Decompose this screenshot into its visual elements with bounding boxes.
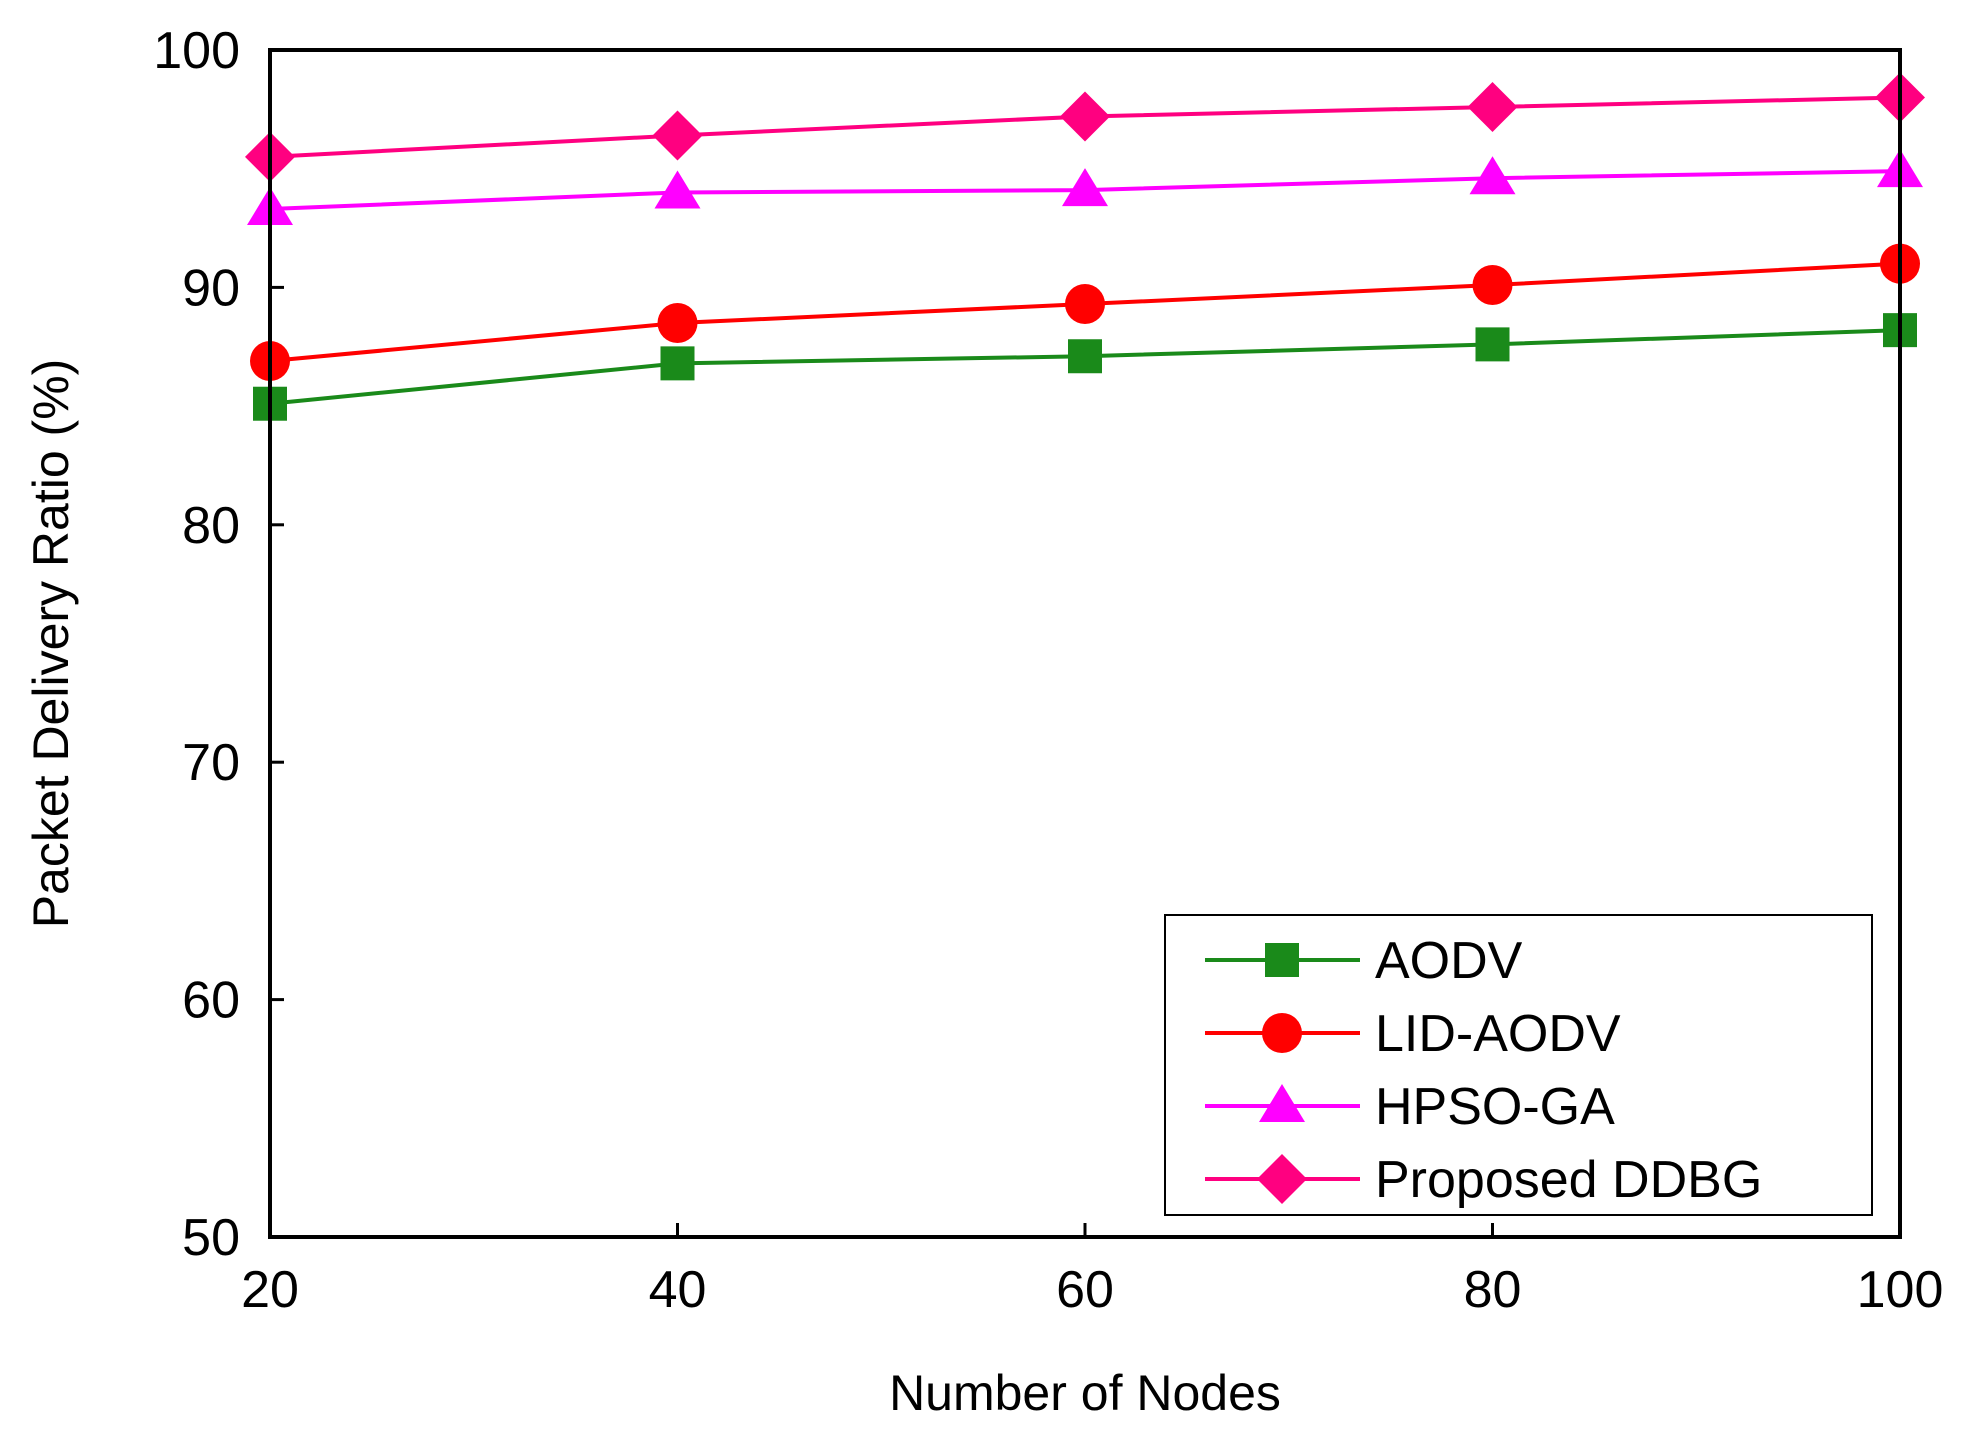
legend-item-aodv: AODV: [1205, 932, 1523, 990]
data-point-proposed-ddbg: [1060, 91, 1110, 142]
data-point-aodv: [660, 346, 695, 381]
series-lid-aodv: [250, 243, 1920, 381]
legend-label-hpso-ga: HPSO-GA: [1375, 1078, 1615, 1136]
y-tick-label: 70: [182, 734, 240, 792]
legend-item-lid-aodv: LID-AODV: [1205, 1005, 1621, 1063]
legend-marker-aodv: [1265, 943, 1299, 977]
series-aodv: [253, 313, 1917, 421]
series-proposed-ddbg: [245, 72, 1925, 182]
legend-marker-proposed-ddbg: [1257, 1154, 1307, 1204]
x-tick-label: 60: [1056, 1261, 1114, 1319]
series-hpso-ga: [247, 149, 1923, 226]
y-tick-label: 100: [153, 22, 240, 80]
plot-marks: [245, 72, 1925, 421]
y-tick-label: 60: [182, 972, 240, 1030]
data-point-lid-aodv: [657, 303, 698, 344]
y-axis-title: Packet Delivery Ratio (%): [23, 359, 79, 929]
legend-label-proposed-ddbg: Proposed DDBG: [1375, 1151, 1762, 1209]
data-point-proposed-ddbg: [652, 110, 703, 161]
data-point-proposed-ddbg: [1467, 81, 1518, 132]
legend-item-hpso-ga: HPSO-GA: [1205, 1078, 1615, 1136]
legend-marker-hpso-ga: [1259, 1084, 1305, 1122]
legend-marker-lid-aodv: [1262, 1013, 1302, 1053]
legend-label-aodv: AODV: [1375, 932, 1523, 990]
data-point-hpso-ga: [1469, 156, 1516, 195]
x-tick-label: 100: [1857, 1261, 1944, 1319]
x-axis-title: Number of Nodes: [889, 1365, 1281, 1421]
data-point-hpso-ga: [1062, 168, 1108, 207]
data-point-lid-aodv: [1472, 265, 1513, 306]
x-tick-label: 80: [1464, 1261, 1522, 1319]
legend: AODV LID-AODV HPSO-GA Proposed DDBG: [1164, 914, 1873, 1216]
y-tick-label: 80: [182, 497, 240, 555]
data-point-lid-aodv: [1065, 284, 1105, 325]
x-tick-label: 40: [649, 1261, 707, 1319]
data-point-aodv: [1475, 327, 1510, 362]
x-tick-label: 20: [241, 1261, 299, 1319]
y-tick-label: 90: [182, 259, 240, 317]
y-tick-label: 50: [182, 1209, 240, 1267]
data-point-aodv: [1068, 339, 1102, 374]
legend-label-lid-aodv: LID-AODV: [1375, 1005, 1621, 1063]
legend-item-proposed-ddbg: Proposed DDBG: [1205, 1151, 1762, 1209]
axis-ticks: 20 40 60 80 100 50 60 70 80 90 100: [153, 22, 1943, 1319]
data-point-hpso-ga: [654, 170, 701, 209]
